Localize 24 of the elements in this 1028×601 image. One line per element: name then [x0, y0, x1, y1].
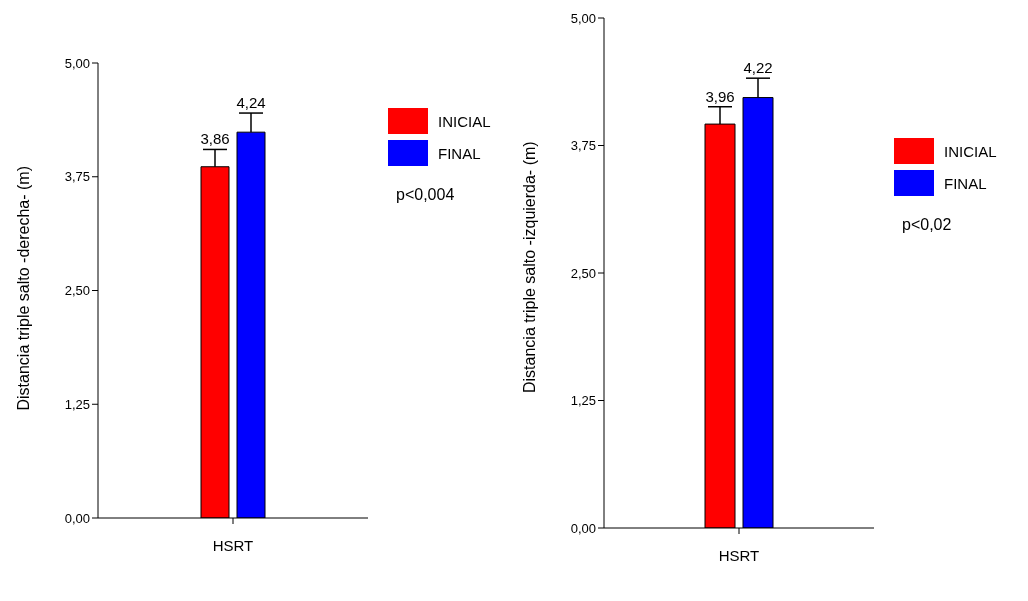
data-label: 3,96	[705, 87, 735, 105]
data-label: 4,24	[236, 94, 266, 112]
legend-label: FINAL	[438, 144, 481, 162]
y-tick-label: 2,50	[64, 283, 90, 299]
x-tick-label: HSRT	[212, 536, 254, 554]
y-tick-label: 1,25	[570, 393, 596, 409]
x-tick-label: HSRT	[718, 546, 760, 564]
y-axis-title: Distancia triple salto -izquierda- (m)	[520, 141, 538, 393]
data-label: 4,22	[743, 59, 773, 77]
legend-label: INICIAL	[944, 142, 997, 160]
data-label: 3,86	[200, 130, 230, 148]
text: p<0,02	[902, 216, 953, 234]
y-tick-label: 3,75	[64, 169, 90, 185]
y-tick-label: 2,50	[570, 265, 596, 281]
y-tick-label: 0,00	[64, 510, 90, 526]
y-tick-label: 5,00	[64, 55, 90, 71]
y-tick-label: 0,00	[570, 520, 596, 536]
y-axis-title: Distancia triple salto -derecha- (m)	[14, 165, 32, 411]
legend-label: FINAL	[944, 174, 987, 192]
y-tick-label: 1,25	[64, 396, 90, 412]
legend-label: INICIAL	[438, 112, 491, 130]
y-tick-label: 3,75	[570, 138, 596, 154]
y-tick-label: 5,00	[570, 10, 596, 26]
text: p<0,004	[396, 186, 456, 204]
